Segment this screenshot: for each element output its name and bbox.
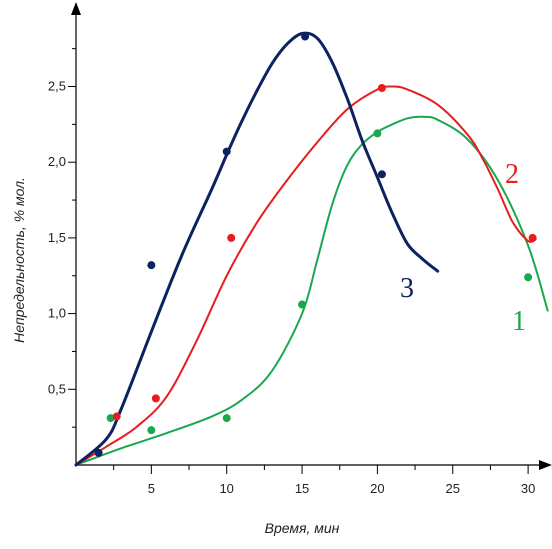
series-3-point — [301, 32, 310, 41]
series-3-line — [74, 31, 440, 467]
series-3-point — [94, 448, 103, 457]
series-2-point — [377, 84, 386, 93]
y-tick-label: 1,0 — [48, 306, 66, 321]
y-tick-label: 0,5 — [48, 381, 66, 396]
x-axis-title: Время, мин — [265, 520, 340, 536]
series-1-point — [222, 414, 231, 423]
series-2-point — [112, 412, 121, 421]
series-3-point — [222, 147, 231, 156]
series-2-point — [528, 233, 537, 242]
x-tick-label: 5 — [148, 481, 155, 496]
curves — [74, 31, 549, 467]
series-1-line — [75, 115, 549, 466]
series-3-label: 3 — [400, 273, 414, 304]
y-axis-arrow — [71, 2, 81, 15]
x-axis-arrow — [539, 460, 552, 470]
x-tick-label: 25 — [446, 481, 460, 496]
x-tick-label: 20 — [370, 481, 384, 496]
series-1-point — [373, 129, 382, 138]
y-axis-title: Непредельность, % мол. — [11, 177, 27, 343]
x-tick-label: 15 — [295, 481, 309, 496]
markers — [94, 32, 537, 457]
y-tick-label: 1,5 — [48, 230, 66, 245]
series-1-point — [298, 300, 307, 309]
series-2-point — [151, 394, 160, 403]
series-2-label: 2 — [505, 159, 519, 190]
series-3-point — [377, 170, 386, 179]
axes — [71, 2, 552, 470]
labels: 1 2 3 — [400, 159, 526, 337]
series-1-label: 1 — [512, 306, 526, 337]
y-tick-label: 2,0 — [48, 154, 66, 169]
x-tick-label: 10 — [219, 481, 233, 496]
series-2-point — [227, 233, 236, 242]
series-1-point — [106, 414, 115, 423]
series-3-point — [147, 261, 156, 270]
y-tick-label: 2,5 — [48, 79, 66, 94]
series-1-point — [147, 426, 156, 435]
series-1-point — [524, 273, 533, 282]
x-tick-label: 30 — [521, 481, 535, 496]
ticks: 5 10 15 20 25 30 0,5 1,0 1,5 2,0 2,5 — [48, 48, 535, 496]
series-2-line — [75, 85, 537, 466]
